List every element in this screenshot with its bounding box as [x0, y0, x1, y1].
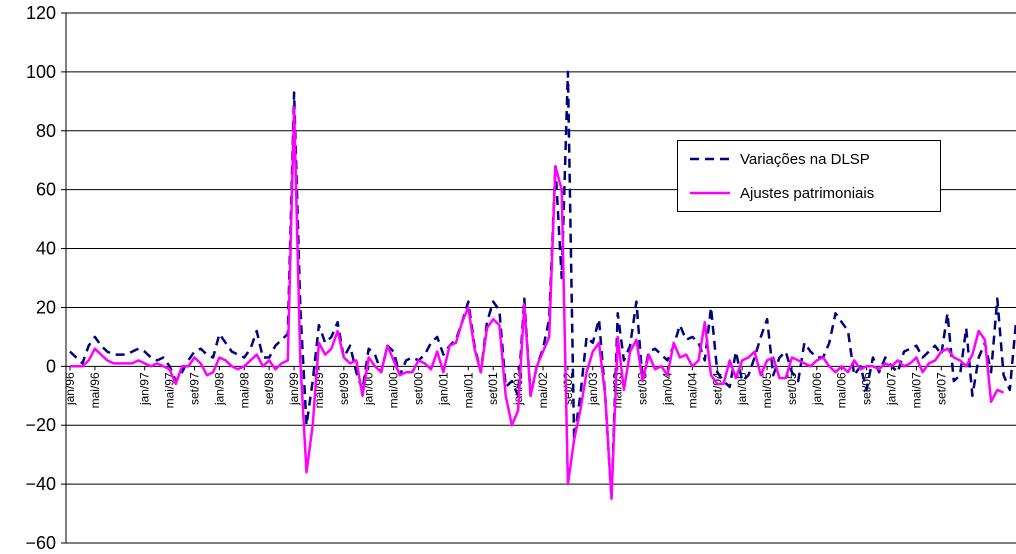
x-tick-label: mai/02 — [536, 372, 550, 408]
legend-label-ajustes: Ajustes patrimoniais — [740, 184, 875, 202]
y-tick-label: 120 — [26, 3, 56, 23]
x-tick-label: mai/07 — [909, 372, 923, 408]
x-tick-label: jan/07 — [885, 372, 899, 406]
y-tick-label: 60 — [36, 180, 56, 200]
series-line-ajustes — [70, 105, 1005, 501]
x-tick-label: set/97 — [187, 372, 201, 405]
series-layer — [69, 70, 1016, 501]
y-tick-label: −40 — [25, 474, 56, 494]
x-axis: jan/96 mai/96 jan/97 mai/97 set/97 jan/98 mai/… — [63, 366, 948, 408]
x-tick-label: set/02 — [561, 372, 575, 405]
x-tick-label: jan/05 — [735, 372, 749, 406]
legend-swatch-variacoes — [690, 157, 730, 161]
x-tick-label: jan/01 — [436, 372, 450, 406]
x-tick-label: set/00 — [412, 372, 426, 405]
x-tick-label: set/98 — [262, 372, 276, 405]
y-tick-label: 100 — [26, 62, 56, 82]
x-tick-label: mai/06 — [835, 372, 849, 408]
legend: Variações na DLSP Ajustes patrimoniais — [677, 140, 941, 212]
x-tick-label: mai/96 — [88, 372, 102, 408]
x-tick-label: mai/98 — [237, 372, 251, 408]
gridlines — [66, 12, 1016, 544]
x-tick-label: mai/01 — [461, 372, 475, 408]
x-tick-label: jan/04 — [660, 372, 674, 406]
x-tick-label: jan/97 — [138, 372, 152, 406]
x-tick-label: mai/04 — [685, 372, 699, 408]
x-tick-label: set/99 — [337, 372, 351, 405]
x-tick-label: set/05 — [785, 372, 799, 405]
x-tick-label: jan/98 — [212, 372, 226, 406]
x-tick-label: set/07 — [934, 372, 948, 405]
legend-item-variacoes: Variações na DLSP — [678, 147, 870, 171]
x-tick-label: set/03 — [636, 372, 650, 405]
legend-label-variacoes: Variações na DLSP — [740, 150, 870, 168]
y-tick-label: −20 — [25, 415, 56, 435]
x-tick-label: mai/97 — [163, 372, 177, 408]
legend-swatch-ajustes — [690, 191, 730, 195]
y-axis: 120 100 80 60 40 20 0 −20 −40 −60 — [25, 3, 67, 553]
y-tick-label: −60 — [25, 533, 56, 553]
x-tick-label: jan/96 — [63, 372, 77, 406]
y-tick-label: 80 — [36, 121, 56, 141]
x-tick-label: mai/00 — [387, 372, 401, 408]
series-line-variacoes — [69, 70, 1016, 501]
y-tick-label: 0 — [46, 356, 56, 376]
x-tick-label: jan/99 — [287, 372, 301, 406]
y-tick-label: 40 — [36, 239, 56, 259]
y-tick-label: 20 — [36, 297, 56, 317]
x-tick-label: set/01 — [486, 372, 500, 405]
x-tick-label: mai/05 — [760, 372, 774, 408]
legend-item-ajustes: Ajustes patrimoniais — [678, 181, 874, 205]
x-tick-label: jan/03 — [586, 372, 600, 406]
x-tick-label: jan/06 — [810, 372, 824, 406]
